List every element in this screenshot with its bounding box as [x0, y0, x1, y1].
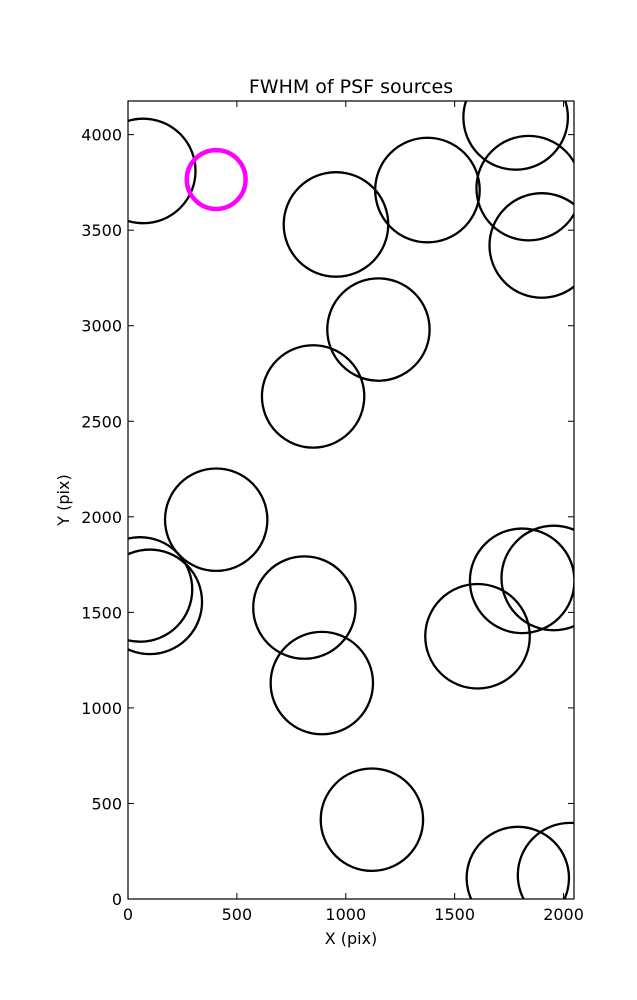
- y-axis: 0 500 1000 1500 2000 2500 3000 3500 4000: [81, 126, 574, 909]
- psf-source-highlight: [184, 147, 248, 212]
- y-tick-label: 2500: [81, 412, 122, 431]
- psf-source: [465, 825, 571, 899]
- y-axis-label: Y (pix): [54, 474, 73, 526]
- psf-source: [475, 134, 574, 242]
- x-tick-label: 2000: [543, 905, 584, 924]
- psf-source: [374, 136, 481, 244]
- psf-source: [500, 524, 574, 632]
- y-tick-label: 1000: [81, 699, 122, 718]
- psf-source: [128, 117, 197, 225]
- y-tick-label: 3000: [81, 317, 122, 336]
- psf-source: [462, 101, 570, 171]
- psf-source: [488, 192, 574, 299]
- psf-source: [516, 821, 574, 899]
- chart-title: FWHM of PSF sources: [249, 76, 453, 98]
- y-tick-label: 3500: [81, 221, 122, 240]
- psf-source: [260, 344, 366, 449]
- x-axis-label: X (pix): [325, 929, 378, 948]
- psf-source: [282, 171, 390, 278]
- x-tick-label: 0: [123, 905, 133, 924]
- psf-source: [319, 767, 425, 873]
- y-tick-label: 500: [91, 794, 122, 813]
- psf-source: [128, 536, 194, 643]
- x-tick-label: 1000: [325, 905, 366, 924]
- y-tick-label: 4000: [81, 126, 122, 145]
- y-tick-label: 0: [112, 890, 122, 909]
- psf-source: [424, 582, 531, 690]
- sources-layer: [128, 101, 574, 899]
- x-tick-label: 1500: [434, 905, 475, 924]
- x-axis: 0 500 1000 1500 2000: [123, 101, 584, 924]
- psf-source: [128, 548, 204, 656]
- psf-source: [269, 630, 375, 736]
- plot-frame: [127, 100, 575, 900]
- y-tick-label: 1500: [81, 603, 122, 622]
- psf-source: [326, 277, 431, 382]
- psf-source: [468, 527, 574, 635]
- x-tick-label: 500: [222, 905, 253, 924]
- y-tick-label: 2000: [81, 508, 122, 527]
- psf-source: [163, 467, 269, 573]
- psf-source: [252, 555, 357, 660]
